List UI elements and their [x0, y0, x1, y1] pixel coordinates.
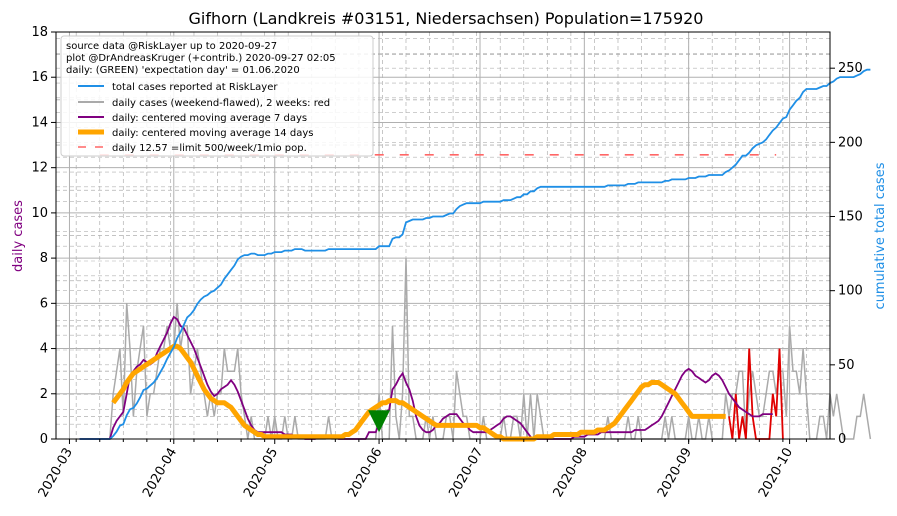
x-tick-label: 2020-03 — [36, 446, 76, 501]
y-tick-label-left: 12 — [31, 161, 48, 176]
y-tick-label-left: 10 — [31, 206, 48, 221]
y-tick-label-right: 200 — [838, 135, 863, 150]
y-axis-right-label: cumulative total cases — [873, 162, 888, 309]
legend-box — [60, 35, 374, 157]
y-tick-label-left: 16 — [31, 70, 48, 85]
chart-title: Gifhorn (Landkreis #03151, Niedersachsen… — [189, 9, 704, 28]
x-tick-label: 2020-09 — [655, 446, 695, 501]
legend-label-daily: daily cases (weekend-flawed), 2 weeks: r… — [112, 98, 330, 109]
x-tick-label: 2020-10 — [756, 446, 796, 501]
x-tick-label: 2020-04 — [140, 446, 180, 501]
y-tick-label-right: 50 — [838, 358, 855, 373]
y-tick-label-right: 150 — [838, 210, 863, 225]
x-tick-label: 2020-05 — [241, 446, 281, 501]
y-tick-label-left: 2 — [40, 387, 48, 402]
y-tick-label-right: 250 — [838, 61, 863, 76]
expectation-day-marker — [368, 410, 391, 433]
y-tick-label-left: 18 — [31, 25, 48, 40]
y-tick-label-left: 6 — [40, 296, 48, 311]
y-tick-label-right: 0 — [838, 432, 846, 447]
y-axis-left-label: daily cases — [11, 200, 26, 272]
x-tick-label: 2020-07 — [446, 446, 486, 501]
series-cumulative — [79, 68, 871, 440]
legend-label-limit: daily 12.57 =limit 500/week/1mio pop. — [112, 143, 307, 154]
legend-label-ma14: daily: centered moving average 14 days — [112, 128, 313, 139]
y-tick-label-left: 0 — [40, 432, 48, 447]
plot-frame — [55, 31, 831, 440]
x-tick-label: 2020-06 — [345, 446, 385, 501]
series-ma14 — [111, 343, 726, 442]
legend-header-line-2: plot @DrAndreasKruger (+contrib.) 2020-0… — [66, 53, 336, 64]
legend-label-ma7: daily: centered moving average 7 days — [112, 113, 307, 124]
y-tick-label-left: 4 — [40, 342, 48, 357]
legend: source data @RiskLayer up to 2020-09-27 … — [60, 35, 374, 157]
y-tick-label-left: 8 — [40, 251, 48, 266]
x-tick-label: 2020-08 — [551, 446, 591, 501]
legend-label-cumulative: total cases reported at RiskLayer — [112, 82, 278, 93]
legend-header-line-1: source data @RiskLayer up to 2020-09-27 — [66, 41, 277, 52]
series-ma7 — [79, 315, 773, 440]
y-tick-label-right: 100 — [838, 284, 863, 299]
legend-header-line-3: daily: (GREEN) 'expectation day' = 01.06… — [66, 65, 300, 76]
y-tick-label-left: 14 — [31, 115, 48, 130]
